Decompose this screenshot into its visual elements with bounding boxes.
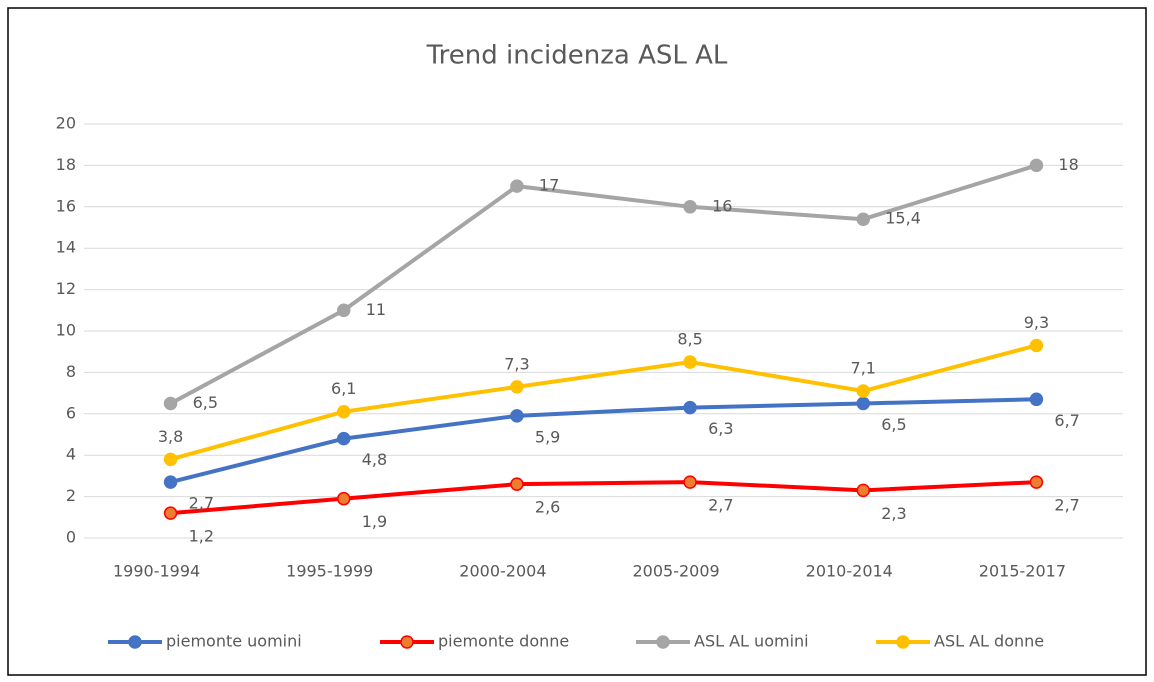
- marker: [510, 477, 524, 491]
- data-label: 8,5: [677, 330, 702, 349]
- y-tick-label: 14: [56, 238, 76, 257]
- y-tick-label: 18: [56, 155, 76, 174]
- marker: [683, 475, 697, 489]
- data-label: 15,4: [885, 209, 921, 228]
- data-label: 7,3: [504, 354, 529, 373]
- data-label: 6,7: [1054, 411, 1079, 430]
- marker: [163, 396, 178, 411]
- data-label: 17: [539, 176, 559, 195]
- data-label: 9,3: [1024, 313, 1049, 332]
- x-tick-label: 1995-1999: [286, 562, 373, 581]
- data-label: 18: [1058, 155, 1078, 174]
- data-label: 2,7: [1054, 496, 1079, 515]
- data-label: 16: [712, 196, 732, 215]
- data-label: 4,8: [362, 450, 387, 469]
- series-line: [169, 163, 1038, 406]
- data-label: 2,7: [708, 496, 733, 515]
- y-tick-label: 16: [56, 196, 76, 215]
- data-label: 1,9: [362, 512, 387, 531]
- y-tick-label: 4: [66, 445, 76, 464]
- x-tick-label: 2000-2004: [459, 562, 546, 581]
- marker: [163, 475, 178, 489]
- data-label: 6,1: [331, 379, 356, 398]
- data-label: 6,5: [193, 393, 218, 412]
- x-tick-label: 2010-2014: [806, 562, 893, 581]
- marker: [1029, 475, 1044, 489]
- y-tick-label: 10: [56, 321, 76, 340]
- marker: [683, 200, 697, 214]
- marker: [163, 506, 178, 520]
- x-tick-label: 1990-1994: [113, 562, 200, 581]
- legend-marker: [656, 635, 670, 649]
- y-tick-label: 8: [66, 362, 76, 381]
- legend-label: ASL AL uomini: [694, 632, 809, 651]
- chart-border: [7, 7, 1147, 676]
- data-label: 7,1: [851, 359, 876, 378]
- marker: [856, 483, 870, 498]
- marker: [1029, 338, 1044, 353]
- marker: [1029, 392, 1044, 407]
- y-tick-label: 2: [66, 486, 76, 505]
- legend-label: piemonte donne: [438, 632, 569, 651]
- x-tick-label: 2015-2017: [979, 562, 1066, 581]
- y-tick-label: 20: [56, 114, 76, 133]
- legend-marker: [896, 635, 910, 649]
- marker: [337, 303, 351, 318]
- chart-title: Trend incidenza ASL AL: [426, 41, 728, 71]
- data-label: 2,6: [535, 498, 560, 517]
- data-label: 1,2: [189, 527, 214, 546]
- marker: [337, 431, 351, 446]
- y-tick-label: 6: [66, 403, 76, 422]
- data-label: 3,8: [158, 427, 183, 446]
- marker: [163, 452, 178, 467]
- marker: [1029, 158, 1044, 173]
- x-tick-label: 2005-2009: [632, 562, 719, 581]
- legend-marker: [400, 635, 414, 649]
- series-line: [170, 343, 1037, 462]
- marker: [856, 384, 870, 398]
- data-label: 6,3: [708, 419, 733, 438]
- marker: [856, 396, 870, 411]
- data-label: 6,5: [881, 415, 906, 434]
- marker: [683, 400, 697, 415]
- data-label: 11: [366, 300, 386, 319]
- legend-label: piemonte uomini: [166, 632, 302, 651]
- y-tick-label: 0: [66, 528, 76, 547]
- series-line: [170, 480, 1037, 516]
- series-line: [170, 397, 1037, 485]
- marker: [856, 212, 870, 226]
- data-label: 2,7: [189, 494, 214, 513]
- legend-label: ASL AL donne: [934, 632, 1044, 651]
- marker: [510, 409, 524, 423]
- y-tick-label: 12: [56, 279, 76, 298]
- marker: [510, 179, 524, 193]
- data-label: 2,3: [881, 504, 906, 523]
- marker: [337, 491, 351, 506]
- data-label: 5,9: [535, 427, 560, 446]
- marker: [337, 404, 351, 419]
- marker: [510, 380, 524, 394]
- marker: [683, 355, 697, 369]
- legend-marker: [128, 635, 142, 649]
